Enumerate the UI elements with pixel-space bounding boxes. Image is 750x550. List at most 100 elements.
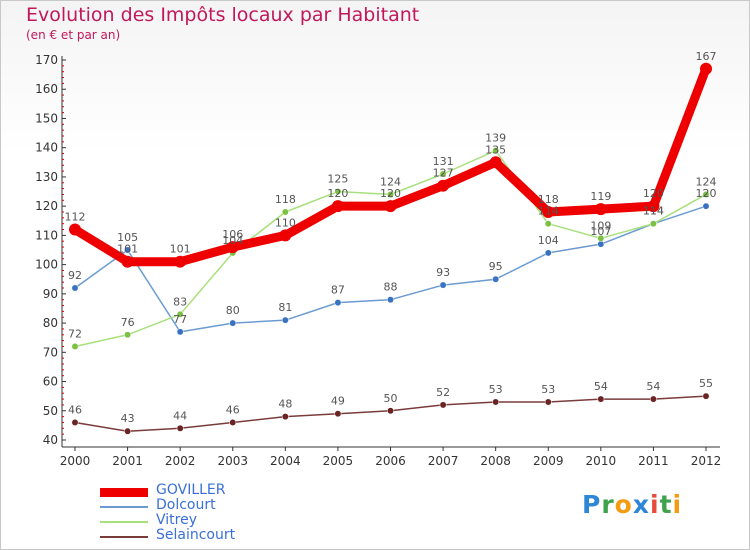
- data-point-goviller: [279, 229, 292, 242]
- x-tick-label: 2004: [270, 454, 301, 468]
- y-tick-label: 170: [35, 53, 58, 67]
- data-point-vitrey: [334, 188, 342, 195]
- data-label-goviller: 135: [485, 143, 506, 156]
- y-tick-label: 80: [43, 316, 58, 330]
- data-label-selaincourt: 53: [489, 383, 503, 396]
- logo-letter: r: [601, 490, 615, 519]
- data-label-dolcourt: 87: [331, 284, 345, 297]
- data-label-goviller: 110: [275, 216, 296, 229]
- y-tick-label: 100: [35, 258, 58, 272]
- data-label-dolcourt: 92: [68, 269, 82, 282]
- x-tick-label: 2001: [112, 454, 143, 468]
- data-point-vitrey: [702, 191, 710, 198]
- data-point-dolcourt: [124, 246, 132, 254]
- data-point-goviller: [437, 179, 450, 192]
- y-tick-label: 40: [43, 433, 58, 447]
- x-tick-label: 2000: [60, 454, 91, 468]
- series-line-dolcourt: [74, 205, 707, 333]
- data-point-selaincourt: [544, 398, 552, 406]
- data-label-selaincourt: 54: [594, 380, 608, 393]
- data-point-dolcourt: [387, 296, 394, 304]
- data-point-goviller: [69, 223, 81, 236]
- data-point-dolcourt: [702, 202, 710, 210]
- x-tick-label: 2010: [586, 454, 617, 468]
- legend-swatch: [100, 536, 148, 538]
- y-tick-label: 120: [35, 199, 58, 213]
- data-point-selaincourt: [387, 407, 394, 415]
- data-label-selaincourt: 46: [68, 403, 82, 416]
- x-tick-label: 2003: [217, 454, 248, 468]
- data-label-vitrey: 124: [380, 175, 401, 188]
- data-label-goviller: 112: [65, 211, 86, 224]
- data-point-dolcourt: [597, 240, 605, 248]
- data-label-vitrey: 124: [696, 175, 717, 188]
- legend-swatch: [100, 487, 148, 497]
- data-point-dolcourt: [439, 281, 447, 289]
- data-point-vitrey: [387, 191, 394, 198]
- legend-label: Dolcourt: [156, 497, 216, 513]
- data-label-vitrey: 139: [485, 132, 506, 145]
- y-tick-label: 110: [35, 228, 58, 242]
- data-label-dolcourt: 107: [590, 225, 611, 238]
- logo-letter: o: [614, 490, 633, 519]
- data-point-goviller: [226, 241, 239, 254]
- data-point-goviller: [121, 255, 134, 268]
- data-label-vitrey: 131: [433, 155, 454, 168]
- data-label-selaincourt: 55: [699, 377, 713, 390]
- legend-label: GOVILLER: [156, 482, 226, 498]
- x-tick-label: 2007: [428, 454, 459, 468]
- logo-letter: i: [650, 490, 660, 519]
- x-tick-label: 2005: [323, 454, 354, 468]
- y-tick-label: 150: [35, 111, 58, 125]
- data-point-dolcourt: [176, 328, 184, 336]
- y-tick-label: 50: [43, 404, 58, 418]
- data-label-goviller: 106: [222, 228, 243, 241]
- data-label-dolcourt: 80: [226, 304, 240, 317]
- data-point-goviller: [174, 255, 187, 268]
- data-point-goviller: [647, 200, 660, 213]
- data-label-goviller: 127: [433, 167, 454, 180]
- data-point-vitrey: [649, 220, 657, 228]
- data-point-selaincourt: [334, 410, 342, 418]
- proxiti-logo: Proxiti: [582, 490, 682, 519]
- data-label-selaincourt: 54: [646, 380, 660, 393]
- data-point-selaincourt: [124, 427, 132, 435]
- data-label-vitrey: 125: [327, 173, 348, 186]
- logo-letter: i: [672, 490, 683, 519]
- data-point-dolcourt: [334, 299, 342, 307]
- y-tick-label: 60: [43, 375, 58, 389]
- series-line-goviller: [70, 64, 711, 267]
- x-tick-label: 2011: [638, 454, 669, 468]
- data-label-selaincourt: 44: [173, 409, 187, 422]
- x-tick-label: 2006: [375, 454, 406, 468]
- data-label-goviller: 101: [170, 243, 191, 256]
- data-label-vitrey: 76: [121, 316, 135, 329]
- data-point-dolcourt: [281, 316, 289, 324]
- y-tick-label: 160: [35, 82, 58, 96]
- data-point-selaincourt: [229, 419, 237, 426]
- data-point-goviller: [331, 200, 344, 213]
- x-tick-label: 2008: [480, 454, 511, 468]
- data-label-dolcourt: 88: [384, 281, 398, 294]
- data-label-selaincourt: 53: [541, 383, 555, 396]
- data-point-vitrey: [124, 331, 132, 339]
- data-label-vitrey: 109: [590, 219, 611, 232]
- data-label-vitrey: 114: [643, 205, 664, 218]
- data-point-selaincourt: [71, 419, 79, 426]
- data-label-goviller: 120: [327, 187, 348, 200]
- legend-swatch: [100, 521, 148, 523]
- data-label-selaincourt: 50: [384, 392, 398, 405]
- data-label-dolcourt: 120: [696, 187, 717, 200]
- data-point-selaincourt: [597, 395, 605, 403]
- data-point-goviller: [594, 203, 607, 216]
- data-point-selaincourt: [176, 424, 184, 432]
- data-label-selaincourt: 48: [278, 398, 292, 411]
- data-label-goviller: 120: [380, 187, 401, 200]
- data-label-dolcourt: 77: [173, 313, 187, 326]
- data-point-vitrey: [176, 310, 184, 318]
- data-point-dolcourt: [492, 275, 500, 283]
- data-label-selaincourt: 43: [121, 412, 135, 425]
- data-label-dolcourt: 105: [117, 231, 138, 244]
